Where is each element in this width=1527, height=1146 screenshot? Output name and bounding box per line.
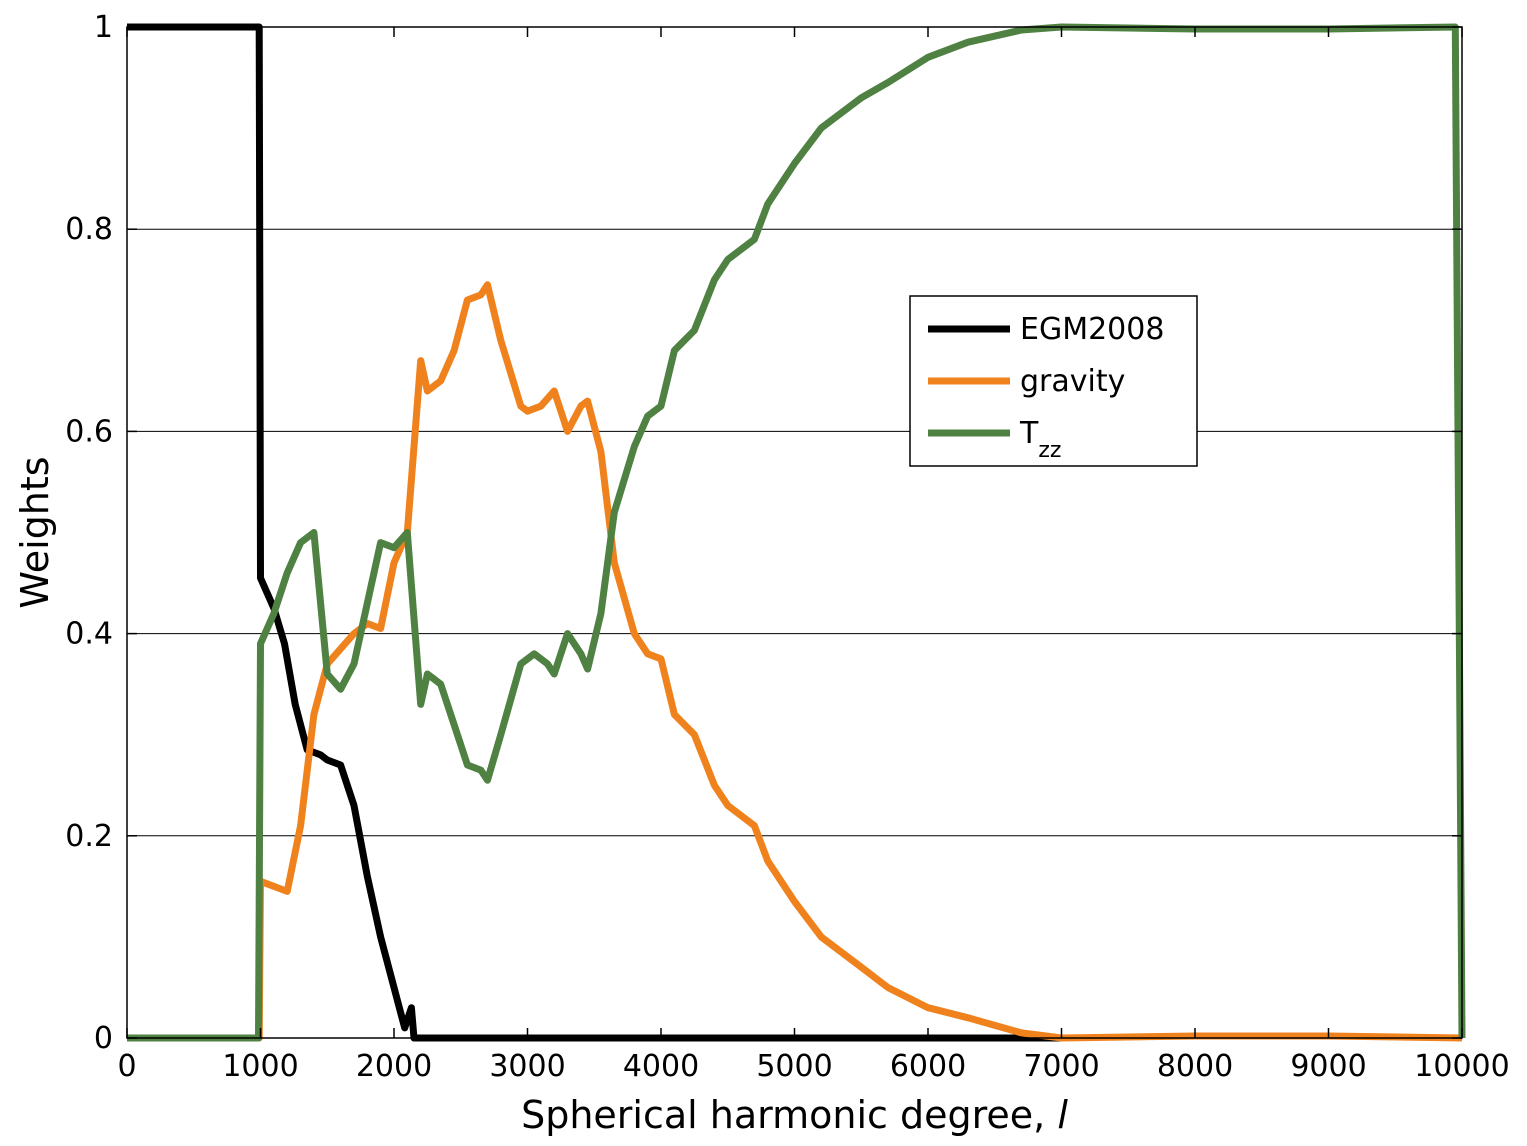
legend-label-1: EGM2008: [1020, 312, 1164, 347]
x-tick-label: 9000: [1290, 1049, 1366, 1084]
y-tick-label: 0.2: [65, 819, 113, 854]
x-tick-label: 10000: [1414, 1049, 1509, 1084]
y-axis-label: Weights: [13, 456, 57, 608]
x-tick-label: 7000: [1023, 1049, 1099, 1084]
x-tick-label: 6000: [890, 1049, 966, 1084]
tick-labels: 0 0.2 0.4 0.6 0.8 1 0 1000 2000 3000 4000 5000 6000 7…: [65, 10, 1509, 1084]
x-tick-label: 1000: [222, 1049, 298, 1084]
x-tick-label: 2000: [356, 1049, 432, 1084]
x-axis-label: Spherical harmonic degree, l: [521, 1093, 1068, 1137]
x-tick-label: 5000: [756, 1049, 832, 1084]
y-tick-label: 0.8: [65, 212, 113, 247]
legend-label-2: gravity: [1020, 364, 1125, 399]
series-line-2: [127, 281, 1463, 1042]
y-tick-label: 0.4: [65, 617, 113, 652]
y-tick-label: 0: [94, 1021, 113, 1056]
y-tick-label: 1: [94, 10, 113, 45]
x-tick-label: 0: [117, 1049, 136, 1084]
x-tick-label: 4000: [623, 1049, 699, 1084]
y-tick-label: 0.6: [65, 414, 113, 449]
ticks: [126, 26, 1463, 1039]
x-tick-label: 8000: [1157, 1049, 1233, 1084]
x-tick-label: 3000: [489, 1049, 565, 1084]
legend: EGM2008 gravity Tzz: [909, 295, 1198, 467]
legend-label-3: Tzz: [1019, 416, 1061, 463]
series-line-3: [127, 23, 1466, 1042]
